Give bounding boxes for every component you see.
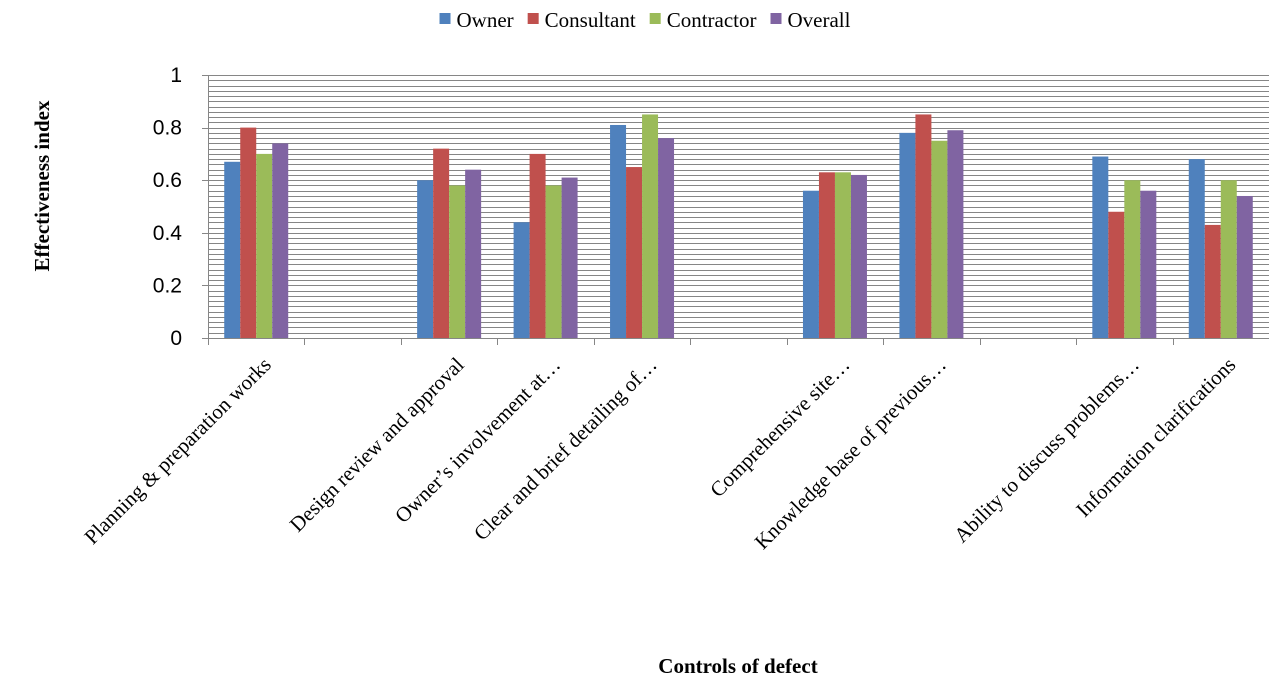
legend-item-overall: Overall	[770, 8, 851, 32]
y-axis-title: Effectiveness index	[30, 100, 54, 271]
bar-contractor-9	[1124, 180, 1141, 338]
legend-label: Overall	[788, 8, 851, 32]
legend: Owner Consultant Contractor Overall	[439, 8, 851, 32]
bar-owner-9	[1092, 156, 1109, 338]
bar-overall-9	[1140, 190, 1157, 338]
legend-item-owner: Owner	[439, 8, 514, 32]
bar-overall-3	[561, 177, 578, 338]
legend-swatch	[527, 13, 539, 24]
bar-owner-7	[899, 132, 916, 338]
bar-consultant-3	[529, 153, 546, 338]
x-axis-title: Controls of defect	[658, 654, 817, 678]
gridlines	[208, 75, 1269, 334]
x-category-label: Design review and approval	[285, 352, 469, 536]
y-tick-label: 0	[170, 327, 182, 350]
bar-owner-3	[513, 222, 530, 338]
x-category-label: Owner’s involvement at…	[390, 353, 565, 528]
bar-consultant-9	[1108, 211, 1125, 338]
x-category-label: Ability to discuss problems…	[949, 353, 1144, 548]
bar-contractor-6	[834, 172, 851, 338]
y-tick-labels: 0 0.2 0.4 0.6 0.8 1	[153, 64, 183, 350]
bar-overall-10	[1236, 195, 1253, 338]
legend-swatch	[649, 13, 661, 24]
bar-overall-0	[272, 143, 289, 338]
bar-overall-2	[465, 169, 482, 338]
legend-label: Owner	[457, 8, 514, 32]
bar-overall-6	[850, 174, 867, 338]
bar-consultant-7	[915, 114, 932, 338]
y-tick-label: 0.8	[153, 117, 182, 140]
bar-owner-6	[802, 190, 819, 338]
legend-swatch	[439, 13, 451, 24]
bar-consultant-4	[626, 167, 643, 338]
bar-contractor-10	[1220, 180, 1237, 338]
legend-item-contractor: Contractor	[649, 8, 757, 32]
legend-label: Contractor	[667, 8, 757, 32]
bar-owner-10	[1188, 159, 1205, 338]
bar-contractor-2	[449, 185, 466, 338]
bar-contractor-3	[545, 185, 562, 338]
x-category-labels: Planning & preparation works Design revie…	[79, 352, 1240, 553]
legend-label: Consultant	[545, 8, 636, 32]
bar-consultant-2	[433, 148, 450, 338]
bar-overall-4	[658, 138, 675, 338]
legend-item-consultant: Consultant	[527, 8, 636, 32]
bar-contractor-0	[256, 153, 273, 338]
x-category-label: Planning & preparation works	[79, 353, 275, 549]
y-tick-label: 0.2	[153, 274, 182, 297]
y-tick-label: 1	[170, 64, 182, 87]
x-category-label: Knowledge base of previous…	[750, 353, 951, 554]
bar-contractor-4	[642, 114, 659, 338]
y-tick-label: 0.4	[153, 222, 183, 245]
bar-contractor-7	[931, 140, 948, 338]
bar-owner-0	[224, 161, 241, 338]
y-tick-label: 0.6	[153, 169, 182, 192]
bar-overall-7	[947, 130, 964, 338]
bar-owner-4	[610, 124, 627, 338]
x-category-label: Information clarifications	[1071, 353, 1240, 522]
legend-swatch	[770, 13, 782, 24]
bar-consultant-0	[240, 127, 257, 338]
bars	[224, 114, 1253, 338]
axes	[202, 75, 1269, 345]
bar-consultant-10	[1204, 224, 1221, 338]
bar-consultant-6	[818, 172, 835, 338]
x-category-label: Clear and brief detailing of…	[469, 353, 662, 546]
bar-owner-2	[417, 180, 434, 338]
